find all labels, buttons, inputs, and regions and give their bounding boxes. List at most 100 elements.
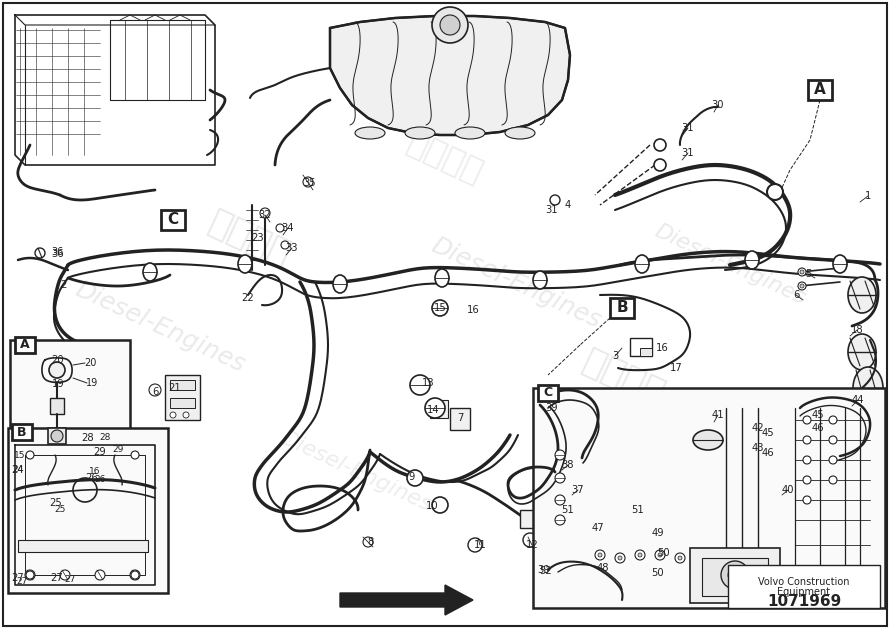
Text: 13: 13 <box>422 378 434 388</box>
Text: 29: 29 <box>93 447 107 457</box>
Text: Diesel-Engines: Diesel-Engines <box>427 233 605 333</box>
Text: 16: 16 <box>89 467 101 477</box>
Circle shape <box>281 241 289 249</box>
Text: C: C <box>167 213 179 228</box>
Text: 1071969: 1071969 <box>767 594 841 610</box>
Circle shape <box>555 495 565 505</box>
Text: 50: 50 <box>651 568 664 578</box>
Bar <box>728 565 880 608</box>
Text: 31: 31 <box>682 148 694 158</box>
Circle shape <box>440 15 460 35</box>
Circle shape <box>595 550 605 560</box>
Ellipse shape <box>143 263 157 281</box>
Text: 50: 50 <box>657 548 669 558</box>
Circle shape <box>523 533 537 547</box>
Circle shape <box>130 570 140 580</box>
Circle shape <box>555 473 565 483</box>
Circle shape <box>425 398 445 418</box>
Text: 14: 14 <box>426 405 440 415</box>
Bar <box>702 558 768 596</box>
Text: 8: 8 <box>367 537 373 547</box>
Circle shape <box>432 300 448 316</box>
Ellipse shape <box>848 334 876 370</box>
Text: 24: 24 <box>12 465 24 475</box>
Text: 27: 27 <box>12 573 24 583</box>
Text: 43: 43 <box>752 443 765 453</box>
Text: 15: 15 <box>433 303 447 313</box>
Text: 26: 26 <box>94 476 106 484</box>
Text: 36: 36 <box>52 249 64 259</box>
Text: 23: 23 <box>252 233 264 243</box>
Text: 51: 51 <box>632 505 644 515</box>
Text: 49: 49 <box>651 528 664 538</box>
Ellipse shape <box>853 367 883 409</box>
Circle shape <box>363 537 373 547</box>
Text: 36: 36 <box>51 247 63 257</box>
Circle shape <box>49 362 65 378</box>
Text: 柴发动力: 柴发动力 <box>401 125 489 189</box>
Circle shape <box>170 412 176 418</box>
Ellipse shape <box>435 269 449 287</box>
Circle shape <box>25 570 35 580</box>
Circle shape <box>410 375 430 395</box>
Circle shape <box>638 553 642 557</box>
Circle shape <box>829 476 837 484</box>
Text: 柴发动力: 柴发动力 <box>203 205 295 273</box>
Bar <box>808 80 832 100</box>
Text: 30: 30 <box>712 100 724 110</box>
Text: A: A <box>814 82 826 97</box>
Bar <box>538 385 558 401</box>
Text: Equipment: Equipment <box>778 587 830 597</box>
Circle shape <box>803 436 811 444</box>
Text: 46: 46 <box>762 448 774 458</box>
Circle shape <box>555 515 565 525</box>
Circle shape <box>658 553 662 557</box>
Bar <box>165 375 200 420</box>
Circle shape <box>721 561 749 589</box>
Text: 52: 52 <box>539 566 553 576</box>
Text: 12: 12 <box>526 540 538 550</box>
Text: A: A <box>20 338 29 352</box>
Circle shape <box>654 139 666 151</box>
FancyArrow shape <box>340 585 473 615</box>
Ellipse shape <box>635 255 649 273</box>
Text: 42: 42 <box>752 423 765 433</box>
Circle shape <box>635 550 645 560</box>
Text: 27: 27 <box>51 573 63 583</box>
Text: 2: 2 <box>60 280 66 290</box>
Text: 32: 32 <box>259 210 271 220</box>
Text: Diesel-Engines: Diesel-Engines <box>71 277 249 377</box>
Text: C: C <box>544 386 553 399</box>
Ellipse shape <box>405 127 435 139</box>
Text: 10: 10 <box>425 501 438 511</box>
Bar <box>48 428 66 444</box>
Circle shape <box>407 470 423 486</box>
Text: 31: 31 <box>546 205 558 215</box>
Bar <box>161 210 185 230</box>
Text: Diesel-Engines: Diesel-Engines <box>278 428 434 516</box>
Text: 3: 3 <box>612 351 619 361</box>
Text: Volvo Construction: Volvo Construction <box>758 577 850 587</box>
Text: 11: 11 <box>473 540 486 550</box>
Text: 51: 51 <box>562 505 574 515</box>
Circle shape <box>803 456 811 464</box>
Text: 45: 45 <box>812 410 824 420</box>
Bar <box>10 340 130 450</box>
Text: 37: 37 <box>571 485 585 495</box>
Text: 28: 28 <box>82 433 94 443</box>
Circle shape <box>26 571 34 579</box>
Text: 39: 39 <box>546 403 558 413</box>
Text: 7: 7 <box>457 413 463 423</box>
Circle shape <box>432 7 468 43</box>
Circle shape <box>432 497 448 513</box>
Text: 34: 34 <box>282 223 295 233</box>
Circle shape <box>800 284 804 288</box>
Circle shape <box>798 282 806 290</box>
Text: 15: 15 <box>14 450 26 460</box>
Text: 5: 5 <box>805 269 811 279</box>
Text: 26: 26 <box>85 473 99 483</box>
Text: 41: 41 <box>712 410 724 420</box>
Text: 27: 27 <box>16 577 28 586</box>
Circle shape <box>303 177 313 187</box>
Ellipse shape <box>455 127 485 139</box>
